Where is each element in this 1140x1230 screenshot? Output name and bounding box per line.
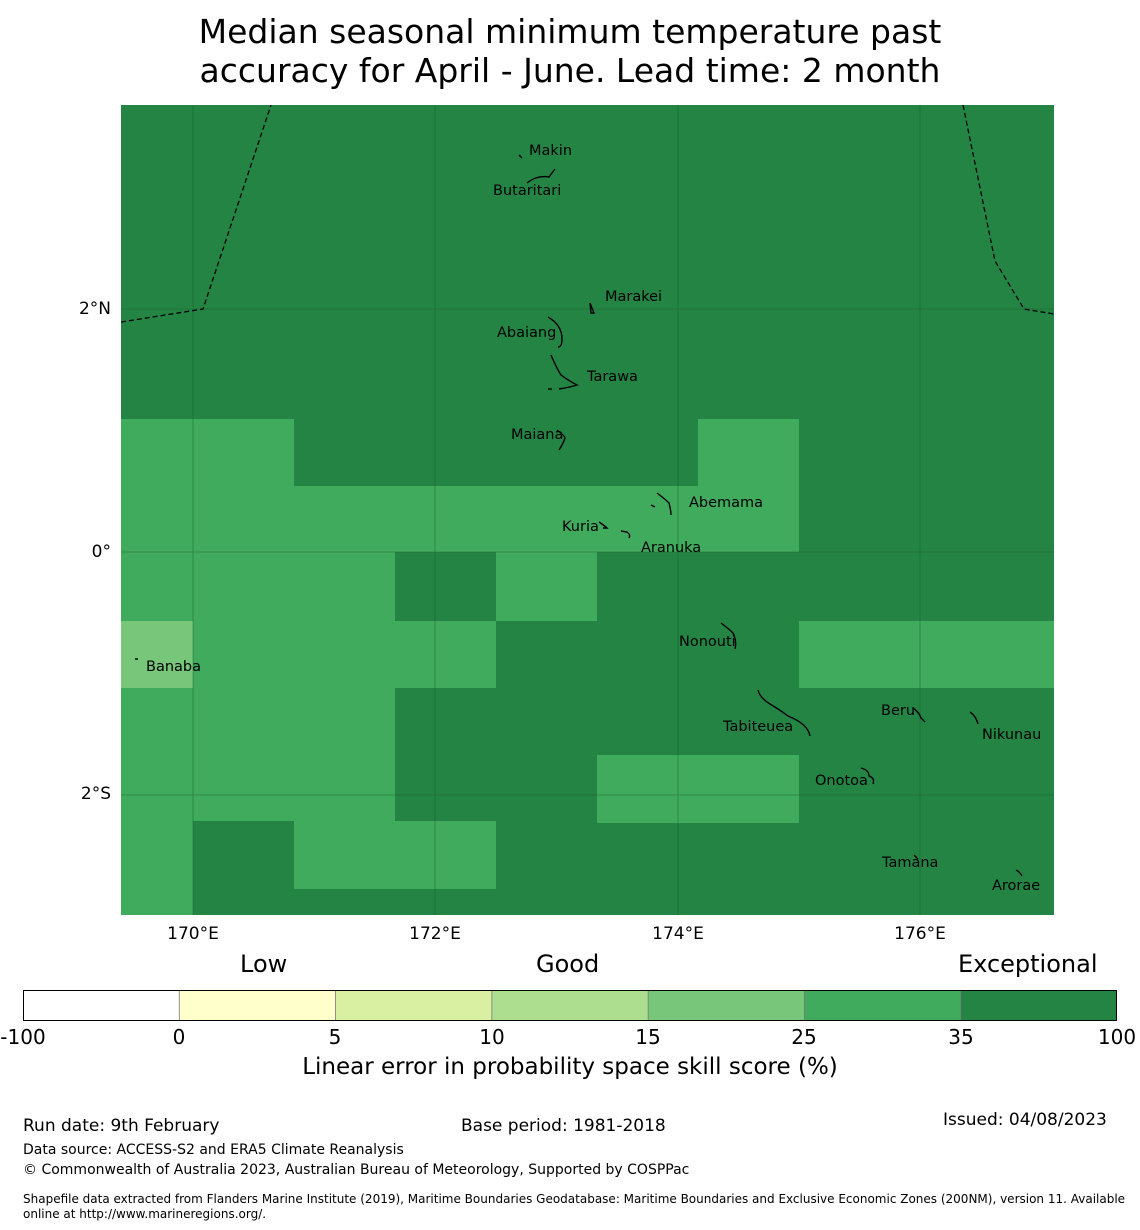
skill-cell [121,621,193,688]
skill-cells [121,419,1054,915]
eez-boundary-west [121,105,272,323]
skill-map-svg: Makin Butaritari Marakei Abaiang Tarawa … [121,105,1054,915]
skill-cell [597,755,799,823]
skill-map: Makin Butaritari Marakei Abaiang Tarawa … [121,105,1054,915]
island-shape [598,521,609,529]
colorbar [23,990,1117,1021]
colorbar-tick: -100 [0,1025,46,1049]
colorbar-tick: 15 [635,1025,661,1049]
colorbar-tick: 10 [479,1025,505,1049]
island-label-abaiang: Abaiang [497,325,556,341]
island-label-maiana: Maiana [511,427,563,443]
colorbar-bins [23,990,1117,1021]
colorbar-bin [960,990,1117,1021]
lon-label-174e: 174°E [652,924,704,944]
island-shape [913,854,919,860]
shapefile-credit-line-1: Shapefile data extracted from Flanders M… [23,1192,1126,1206]
legend-category-low: Low [240,950,288,978]
skill-cell [698,419,799,552]
island-shape [912,707,926,723]
island-label-makin: Makin [529,143,572,159]
colorbar-tick: 0 [172,1025,186,1049]
island-label-nikunau: Nikunau [982,727,1041,743]
skill-cell [799,621,1054,688]
colorbar-bin [491,990,649,1021]
lat-label-2s: 2°S [80,784,111,804]
shapefile-credit-line-2: online at http://www.marineregions.org/. [23,1207,267,1221]
island-shape [656,492,672,516]
title-line-1: Median seasonal minimum temperature past [198,12,942,51]
island-shape [1015,869,1023,877]
colorbar-tick: 100 [1097,1025,1137,1049]
colorbar-tick: 5 [328,1025,342,1049]
map-title: Median seasonal minimum temperature past… [0,12,1140,90]
lat-label-2n: 2°N [78,299,111,319]
lon-label-172e: 172°E [409,924,461,944]
island-shape [556,429,566,451]
island-label-beru: Beru [881,703,915,719]
island-outlines [135,154,1023,877]
colorbar-frame [23,990,1117,1021]
island-shape [620,530,631,539]
eez-boundary [121,105,1054,323]
issued-date: Issued: 04/08/2023 [943,1110,1107,1130]
island-label-arorae: Arorae [992,878,1040,894]
lon-label-176e: 176°E [894,924,946,944]
island-shape [547,316,563,348]
skill-cell [121,821,193,915]
eez-boundary-east [962,105,1054,315]
skill-cell [294,821,496,889]
colorbar-bin [179,990,337,1021]
colorbar-bin [23,990,180,1021]
colorbar-tick: 35 [948,1025,974,1049]
run-date: Run date: 9th February [23,1116,220,1136]
base-period: Base period: 1981-2018 [461,1116,666,1136]
lat-label-0: 0° [91,542,111,562]
skill-cell [400,486,698,552]
island-label-banaba: Banaba [146,659,201,675]
island-shape [757,689,811,737]
island-shape [518,154,523,159]
island-shape [526,168,556,184]
colorbar-label: Linear error in probability space skill … [302,1054,838,1080]
lon-label-170e: 170°E [167,924,219,944]
title-line-2: accuracy for April - June. Lead time: 2 … [199,51,941,90]
island-label-butaritari: Butaritari [493,183,561,199]
island-label-tamana: Tamana [881,855,938,871]
island-shape [589,302,596,314]
island-shape [860,767,875,785]
colorbar-tick: 25 [791,1025,817,1049]
island-label-abemama: Abemama [689,495,763,511]
island-label-aranuka: Aranuka [641,540,701,556]
skill-cell [121,419,294,552]
colorbar-bin [335,990,493,1021]
copyright: © Commonwealth of Australia 2023, Austra… [23,1162,690,1178]
skill-cell [294,486,400,552]
island-shape [650,504,656,508]
legend-category-good: Good [536,950,600,978]
island-label-marakei: Marakei [605,289,662,305]
island-labels: Makin Butaritari Marakei Abaiang Tarawa … [146,143,1041,894]
island-label-onotoa: Onotoa [815,773,868,789]
island-label-tarawa: Tarawa [586,369,638,385]
island-label-tabiteuea: Tabiteuea [722,719,793,735]
skill-cell [395,621,496,688]
skill-cell [496,552,597,621]
data-source: Data source: ACCESS-S2 and ERA5 Climate … [23,1142,404,1158]
colorbar-bin [804,990,962,1021]
island-label-nonouti: Nonouti [679,634,736,650]
legend-category-exceptional: Exceptional [958,950,1098,978]
island-shape [550,354,579,390]
graticule [121,105,1054,915]
island-label-kuria: Kuria [562,519,599,535]
shapefile-credit: Shapefile data extracted from Flanders M… [23,1192,1133,1222]
island-shape [720,622,737,650]
colorbar-bin [648,990,805,1021]
island-shape [969,711,979,725]
